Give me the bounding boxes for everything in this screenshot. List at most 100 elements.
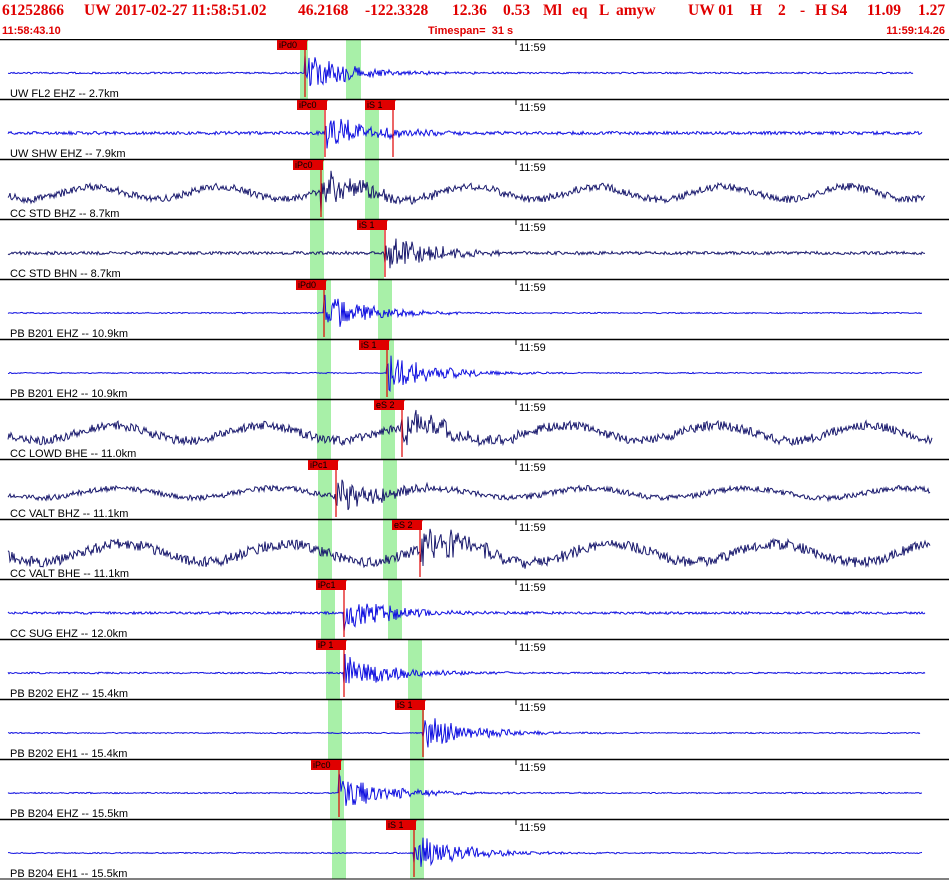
station-label: UW FL2 EHZ -- 2.7km (10, 88, 119, 100)
trace-panel[interactable]: 11:59 eS 2 CC LOWD BHE -- 11.0km (0, 398, 949, 461)
waveform-trace (7, 528, 931, 569)
pick-label: iS 1 (388, 820, 404, 830)
minute-tick-label: 11:59 (519, 522, 546, 534)
waveform-trace (7, 773, 923, 806)
pick-label: iPd0 (279, 40, 297, 50)
pick-arrow-icon (341, 640, 347, 645)
pick-label: iS 1 (397, 700, 413, 710)
analyst: amyw (616, 2, 656, 19)
depth: 12.36 (452, 2, 487, 19)
timespan: Timespan= 31 s (428, 24, 513, 38)
predicted-arrival-window (388, 580, 402, 639)
minute-tick-label: 11:59 (519, 222, 546, 234)
station-label: CC VALT BHE -- 11.1km (10, 568, 129, 580)
pick-arrow-icon (390, 100, 396, 105)
pick-arrow-icon (411, 820, 417, 825)
predicted-arrival-window (317, 340, 331, 399)
predicted-arrival-window (383, 520, 397, 579)
predicted-arrival-window (370, 220, 384, 279)
pick-flag[interactable] (316, 580, 346, 590)
predicted-arrival-window (410, 760, 424, 819)
pick-flag[interactable] (374, 400, 404, 410)
station-label: PB B201 EHZ -- 10.9km (10, 328, 128, 340)
station-label: CC LOWD BHE -- 11.0km (10, 448, 136, 460)
station-label: CC VALT BHZ -- 11.1km (10, 508, 128, 520)
station-label: CC SUG EHZ -- 12.0km (10, 628, 127, 640)
value-b: 1.27 (918, 2, 946, 19)
minute-tick-label: 11:59 (519, 822, 546, 834)
pick-flag[interactable] (392, 520, 422, 530)
pick-label: iPc1 (310, 460, 328, 470)
waveform-trace (7, 603, 926, 632)
trace-panel[interactable]: 11:59 iPc0 PB B204 EHZ -- 15.5km (0, 758, 949, 821)
trace-panel[interactable]: 11:59 iPd0 PB B201 EHZ -- 10.9km (0, 278, 949, 341)
waveform-trace (7, 409, 933, 447)
event-type: eq (572, 2, 588, 19)
station-label: CC STD BHN -- 8.7km (10, 268, 121, 280)
trace-panel[interactable]: 11:59 iP 1 PB B202 EHZ -- 15.4km (0, 638, 949, 701)
minute-tick-label: 11:59 (519, 42, 546, 54)
pick-flag[interactable] (297, 100, 327, 110)
pick-label: iP 1 (318, 640, 333, 650)
minute-tick-label: 11:59 (519, 642, 546, 654)
predicted-arrival-window (321, 580, 335, 639)
pick-arrow-icon (384, 340, 390, 345)
station-label: PB B202 EH1 -- 15.4km (10, 748, 127, 760)
pick-flag[interactable] (293, 160, 323, 170)
window-end-time: 11:59:14.26 (886, 25, 945, 37)
pick-arrow-icon (318, 160, 324, 165)
trace-panel[interactable]: 11:59 iS 1 PB B202 EH1 -- 15.4km (0, 698, 949, 761)
pick-label: eS 2 (394, 520, 413, 530)
trace-panel[interactable]: 11:59 iPc1 CC VALT BHZ -- 11.1km (0, 458, 949, 521)
latitude: 46.2168 (298, 2, 349, 19)
minute-tick-label: 11:59 (519, 462, 546, 474)
pick-flag[interactable] (395, 700, 425, 710)
predicted-arrival-window (378, 280, 392, 339)
trace-panel[interactable]: 11:59 iPc0 CC STD BHZ -- 8.7km (0, 158, 949, 221)
pick-label: iS 1 (361, 340, 377, 350)
pick-label: iPc0 (295, 160, 313, 170)
trace-panel[interactable]: 11:59 iS 1 CC STD BHN -- 8.7km (0, 218, 949, 281)
pick-arrow-icon (417, 520, 423, 525)
trace-panel[interactable]: 11:59 iPc1 CC SUG EHZ -- 12.0km (0, 578, 949, 641)
predicted-arrival-window (383, 460, 397, 519)
longitude: -122.3328 (365, 2, 429, 19)
waveform-trace (7, 118, 923, 149)
seismogram-panel-stack[interactable]: 11:59 iPd0 UW FL2 EHZ -- 2.7km 11:59 iPc0 iS … (0, 39, 949, 880)
pick-arrow-icon (399, 400, 405, 405)
predicted-arrival-window (326, 640, 340, 699)
station-label: PB B204 EH1 -- 15.5km (10, 868, 127, 880)
predicted-arrival-window (408, 640, 422, 699)
station-label: CC STD BHZ -- 8.7km (10, 208, 119, 220)
predicted-arrival-window (318, 520, 332, 579)
pick-arrow-icon (321, 280, 327, 285)
pick-flag[interactable] (277, 40, 307, 50)
trace-panel[interactable]: 11:59 iS 1 PB B201 EH2 -- 10.9km (0, 338, 949, 401)
trace-panel[interactable]: 11:59 iS 1 PB B204 EH1 -- 15.5km (0, 818, 949, 880)
solution-count: 2 (778, 2, 786, 19)
timespan-label: Timespan= (428, 25, 486, 37)
predicted-arrival-window (332, 820, 346, 879)
pick-flag[interactable] (365, 100, 395, 110)
pick-flag[interactable] (316, 640, 346, 650)
predicted-arrival-window (328, 700, 342, 759)
pick-flag[interactable] (359, 340, 389, 350)
minute-tick-label: 11:59 (519, 702, 546, 714)
pick-arrow-icon (382, 220, 388, 225)
pick-flag[interactable] (296, 280, 326, 290)
trace-panel[interactable]: 11:59 iPd0 UW FL2 EHZ -- 2.7km (0, 39, 949, 101)
pick-flag[interactable] (386, 820, 416, 830)
pick-label: iPc0 (299, 100, 317, 110)
location-flag: L (599, 2, 610, 19)
solution-flag: H (750, 2, 763, 19)
pick-flag[interactable] (311, 760, 341, 770)
trace-panel[interactable]: 11:59 eS 2 CC VALT BHE -- 11.1km (0, 518, 949, 581)
seismogram-canvas[interactable]: 11:59 iPd0 UW FL2 EHZ -- 2.7km 11:59 iPc0 iS … (0, 39, 949, 880)
pick-flag[interactable] (308, 460, 338, 470)
pick-arrow-icon (302, 40, 308, 45)
trace-panel[interactable]: 11:59 iPc0 iS 1 UW SHW EHZ -- 7.9km (0, 98, 949, 161)
minute-tick-label: 11:59 (519, 342, 546, 354)
pick-flag[interactable] (357, 220, 387, 230)
waveform-trace (7, 718, 921, 748)
window-start-time: 11:58:43.10 (2, 25, 61, 37)
